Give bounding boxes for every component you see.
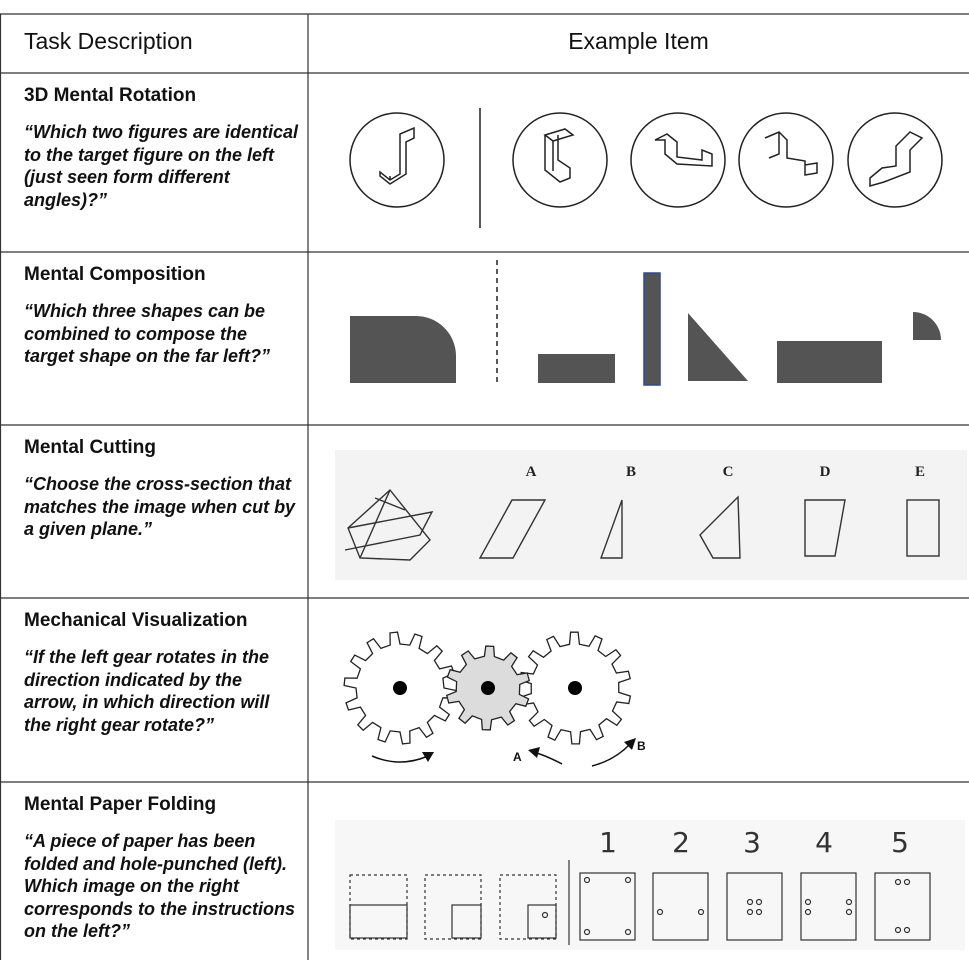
task-title: Mechanical Visualization — [24, 610, 248, 631]
gear-arrows — [371, 743, 631, 767]
direction-label: A — [513, 750, 522, 764]
cutting-shapes — [344, 488, 940, 561]
option-number: 3 — [743, 826, 761, 859]
direction-label: B — [637, 739, 646, 753]
column-header: Example Item — [568, 28, 709, 54]
option-number: 2 — [672, 826, 690, 859]
option-label: E — [915, 464, 925, 480]
task-title: Mental Composition — [24, 264, 206, 285]
task-description: “Which three shapes can be combined to c… — [24, 301, 271, 366]
folding-panel — [335, 820, 965, 950]
option-label: A — [526, 464, 537, 480]
gear-axle — [568, 681, 582, 695]
gear-axle — [393, 681, 407, 695]
option-label: C — [723, 464, 734, 480]
task-description: “A piece of paper has been folded and ho… — [24, 831, 296, 941]
arrow-heads — [422, 738, 636, 762]
option-number: 4 — [815, 826, 833, 859]
task-title: 3D Mental Rotation — [24, 85, 197, 106]
composition-shapes — [350, 260, 941, 386]
task-description: “If the left gear rotates in the directi… — [24, 647, 270, 735]
table-grid — [0, 13, 969, 960]
folding-shapes — [349, 860, 931, 945]
option-label: D — [820, 464, 831, 480]
task-description: “Which two figures are identical to the … — [24, 122, 299, 210]
gears — [343, 631, 632, 745]
cutting-panel — [335, 450, 967, 580]
rotation-figures — [349, 108, 943, 228]
task-title: Mental Cutting — [24, 437, 156, 458]
option-number: 5 — [891, 826, 909, 859]
task-title: Mental Paper Folding — [24, 794, 217, 815]
option-label: B — [626, 464, 636, 480]
column-header: Task Description — [24, 28, 193, 54]
task-description: “Choose the cross-section that matches t… — [24, 474, 296, 539]
gear-axle — [481, 681, 495, 695]
option-number: 1 — [599, 826, 617, 859]
